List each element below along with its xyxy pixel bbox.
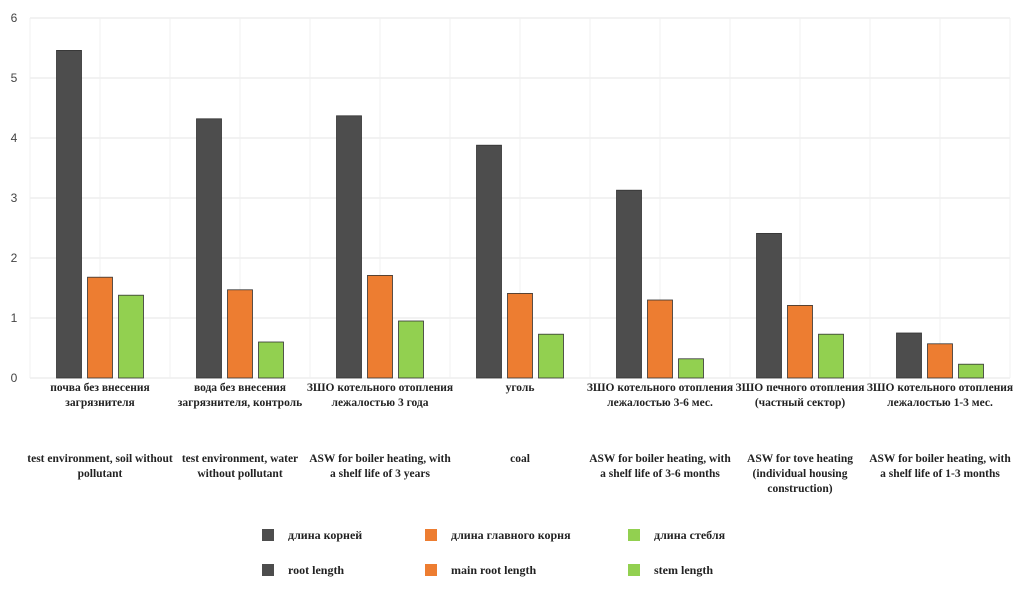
x-tick-label-en: ASW for boiler heating, with a shelf lif… [589,453,731,480]
y-tick-label: 5 [11,71,18,85]
bar [118,294,144,379]
y-tick-label: 2 [11,251,18,265]
bar [678,358,704,379]
bar [196,118,222,379]
bar [87,276,113,379]
x-tick-label-en: test environment, water without pollutan… [181,453,299,480]
x-tick-label: уголь [505,382,535,394]
bar [507,292,533,379]
y-tick-label: 4 [11,131,18,145]
bar [538,333,564,379]
bar [927,343,953,379]
x-tick-label-en: coal [510,453,530,465]
legend-label: stem length [654,562,713,577]
bar [398,320,424,379]
legend-label: root length [288,562,345,577]
x-tick-label: ЗШО котельного отопления лежалостью 3-6 … [586,382,734,409]
legend-swatch [262,564,274,576]
x-tick-label-en: ASW for tove heating (individual housing… [747,453,853,495]
legend-label: длина стебля [654,527,726,542]
bar [367,274,393,379]
bar [258,341,284,379]
y-tick-label: 6 [11,11,18,25]
bar [818,333,844,379]
bar [476,144,502,379]
bar [616,189,642,379]
legend-item: stem length [628,560,713,580]
x-tick-label: почва без внесения загрязнителя [50,382,150,409]
bar [896,332,922,379]
y-tick-label: 0 [11,371,18,385]
legend-swatch [628,529,640,541]
y-tick-label: 3 [11,191,18,205]
legend-row: длина корней длина главного корня длина ст… [0,525,1015,545]
legend-row: root length main root length stem length [0,560,1015,580]
legend-label: длина главного корня [451,527,571,542]
legend-item: длина стебля [628,525,725,545]
bar [227,289,253,379]
legend-label: main root length [451,562,537,577]
bar [958,363,984,379]
legend-label: длина корней [288,527,363,542]
bar [647,299,673,379]
legend-item: длина корней [262,525,362,545]
x-tick-label: ЗШО котельного отопления лежалостью 3 го… [306,382,454,409]
x-tick-label-en: ASW for boiler heating, with a shelf lif… [869,453,1011,480]
x-tick-label-en: test environment, soil without pollutant [27,453,173,480]
legend-item: main root length [425,560,536,580]
legend-swatch [425,564,437,576]
legend-swatch [262,529,274,541]
x-tick-label: ЗШО печного отопления (частный сектор) [735,382,865,409]
x-tick-label-en: ASW for boiler heating, with a shelf lif… [309,453,451,480]
y-tick-label: 1 [11,311,18,325]
bar [56,50,82,379]
bar [756,232,782,379]
bar [787,304,813,379]
bar [336,115,362,379]
legend-item: длина главного корня [425,525,571,545]
x-tick-label: ЗШО котельного отопления лежалостью 1-3 … [866,382,1014,409]
legend-item: root length [262,560,344,580]
legend-swatch [628,564,640,576]
x-tick-label: вода без внесения загрязнителя, контроль [177,382,303,409]
legend-swatch [425,529,437,541]
